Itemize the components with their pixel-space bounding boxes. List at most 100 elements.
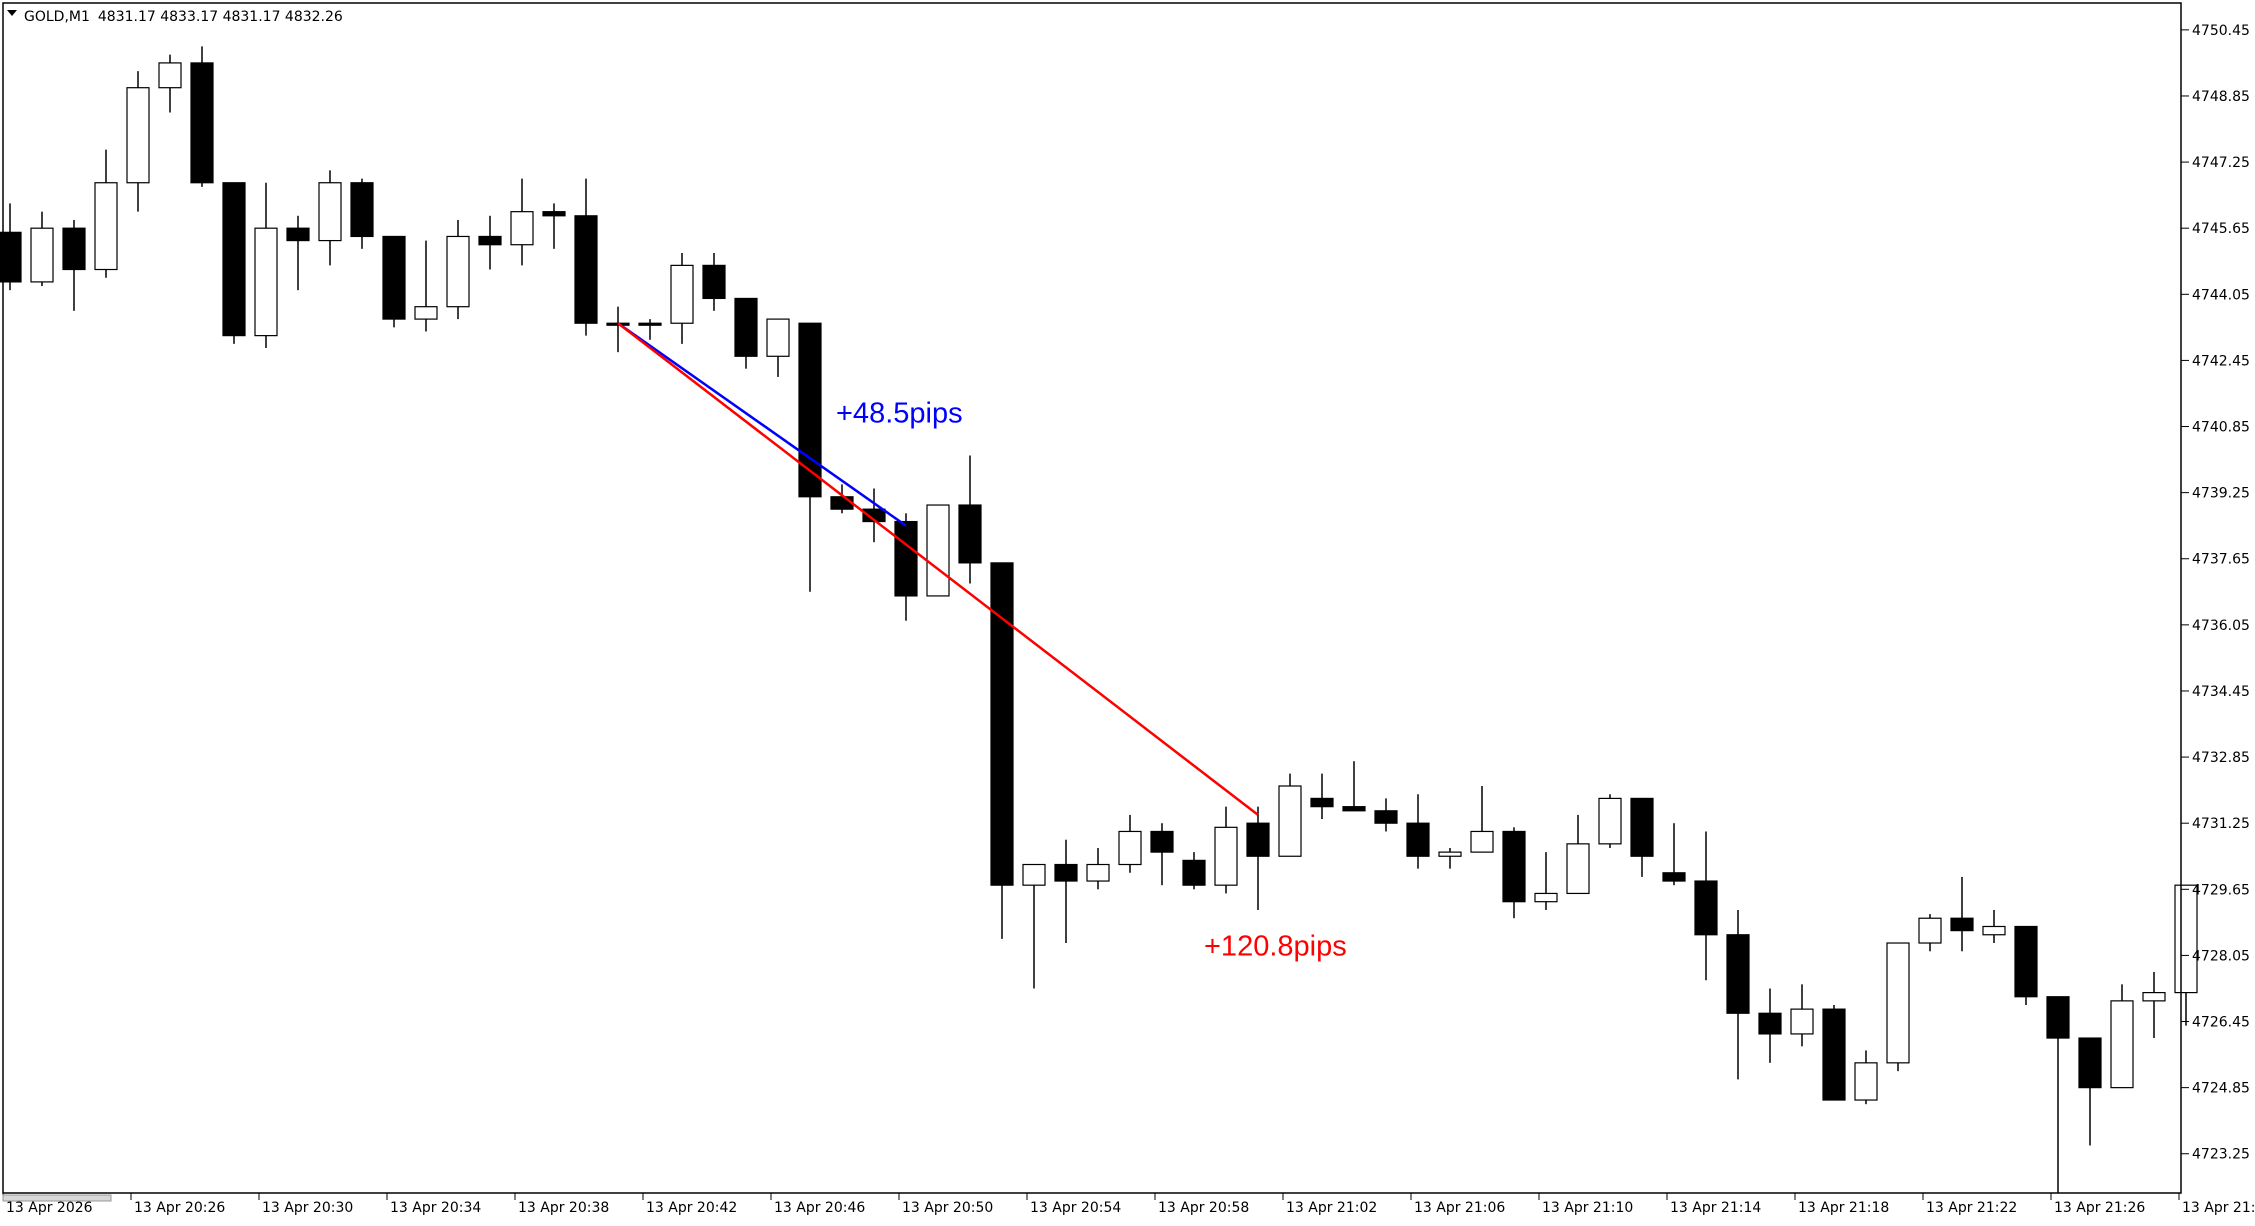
candle-body-bull [446, 235, 470, 308]
candle [1822, 1004, 1846, 1101]
time-tick-label: 13 Apr 21:06 [1414, 1200, 1505, 1216]
candle [254, 182, 278, 349]
price-tick-label: 4748.85 [2192, 89, 2250, 105]
candle [1438, 847, 1462, 869]
candle [1726, 909, 1750, 1080]
candle [318, 170, 342, 266]
candle [2110, 984, 2134, 1089]
trend-line-long[interactable] [617, 322, 1259, 816]
candle-body-bear [1054, 863, 1078, 882]
time-tick-label: 13 Apr 21:3 [2182, 1200, 2255, 1216]
candle-body-bull [2174, 884, 2198, 994]
candle [1758, 988, 1782, 1063]
candle-body-bear [1246, 822, 1270, 857]
candle-body-bull [1918, 917, 1942, 944]
time-tick-label: 13 Apr 20:34 [390, 1200, 481, 1216]
candle-body-bull [2110, 1000, 2134, 1089]
candle-body-bear [1502, 830, 1526, 903]
candle [478, 215, 502, 270]
time-tick-label: 13 Apr 20:30 [262, 1200, 353, 1216]
candle-body-bear [2078, 1037, 2102, 1089]
horizontal-scrollbar[interactable] [2, 1194, 112, 1202]
trend-line-short[interactable] [617, 322, 907, 527]
time-tick-label: 13 Apr 21:26 [2054, 1200, 2145, 1216]
candle-body-bull [1470, 830, 1494, 853]
candle-body-bull [1086, 863, 1110, 882]
candle [990, 562, 1014, 939]
price-tick-label: 4739.25 [2192, 486, 2250, 502]
candle [1054, 839, 1078, 944]
candle-body-bull [158, 62, 182, 89]
candle [94, 149, 118, 278]
candle [702, 252, 726, 311]
price-tick-label: 4732.85 [2192, 750, 2250, 766]
candle [1534, 852, 1558, 910]
candle [1502, 827, 1526, 919]
candle-body-bear [958, 504, 982, 564]
candle-body-bull [1278, 785, 1302, 857]
time-tick-label: 13 Apr 21:10 [1542, 1200, 1633, 1216]
price-tick-label: 4729.65 [2192, 882, 2250, 898]
symbol-label: GOLD,M1 [24, 9, 90, 25]
candle [1406, 794, 1430, 869]
candle [1310, 773, 1334, 820]
candle-body-bull [1022, 863, 1046, 886]
candle-body-bull [30, 227, 54, 283]
candle [62, 219, 86, 311]
candle [1790, 984, 1814, 1047]
price-tick-label: 4734.45 [2192, 684, 2250, 700]
candle [1854, 1050, 1878, 1105]
candle-body-bear [0, 231, 22, 283]
dropdown-triangle-icon[interactable] [7, 10, 17, 16]
candle [1246, 806, 1270, 910]
candle [1182, 852, 1206, 890]
pips-annotation: +120.8pips [1204, 930, 1347, 962]
time-tick-label: 13 Apr 20:42 [646, 1200, 737, 1216]
candle-body-bear [542, 211, 566, 217]
candle [1950, 876, 1974, 952]
price-axis: 4750.45 4748.85 4747.25 4745.65 4744.05 4742.… [2181, 23, 2250, 1163]
candle [1662, 823, 1686, 886]
candles-layer [0, 46, 2198, 1193]
price-tick-label: 4745.65 [2192, 221, 2250, 237]
time-tick-label: 13 Apr 2026 [6, 1200, 93, 1216]
price-tick-label: 4750.45 [2192, 23, 2250, 39]
candle-body-bear [734, 297, 758, 357]
candle-body-bear [1758, 1012, 1782, 1035]
price-tick-label: 4726.45 [2192, 1015, 2250, 1031]
pips-annotation: +48.5pips [836, 397, 963, 429]
candle-body-bear [190, 62, 214, 184]
candle-body-bull [926, 504, 950, 597]
candle-body-bull [670, 264, 694, 324]
candle-body-bull [1886, 942, 1910, 1064]
candle-body-bull [510, 211, 534, 246]
candle-body-bull [1566, 843, 1590, 895]
candle [0, 203, 22, 291]
candle-body-bull [1438, 851, 1462, 857]
candle [542, 203, 566, 249]
candle [1086, 847, 1110, 890]
candle [1278, 773, 1302, 857]
candle [2014, 925, 2038, 1005]
candle [350, 178, 374, 249]
price-tick-label: 4736.05 [2192, 618, 2250, 634]
candle [2142, 971, 2166, 1039]
time-tick-label: 13 Apr 21:18 [1798, 1200, 1889, 1216]
candle [1118, 814, 1142, 873]
plot-frame [2, 2, 2182, 1194]
price-tick-label: 4737.65 [2192, 552, 2250, 568]
candle [1022, 863, 1046, 989]
candle-body-bear [702, 264, 726, 300]
candle-body-bear [382, 235, 406, 320]
candle [158, 54, 182, 113]
ohlc-label: 4831.17 4833.17 4831.17 4832.26 [98, 9, 343, 25]
candle [30, 211, 54, 287]
candle-body-bear [638, 322, 662, 326]
candle-body-bull [1118, 830, 1142, 866]
candle [926, 504, 950, 597]
trend-lines-layer [617, 322, 1259, 816]
candle [1470, 786, 1494, 853]
